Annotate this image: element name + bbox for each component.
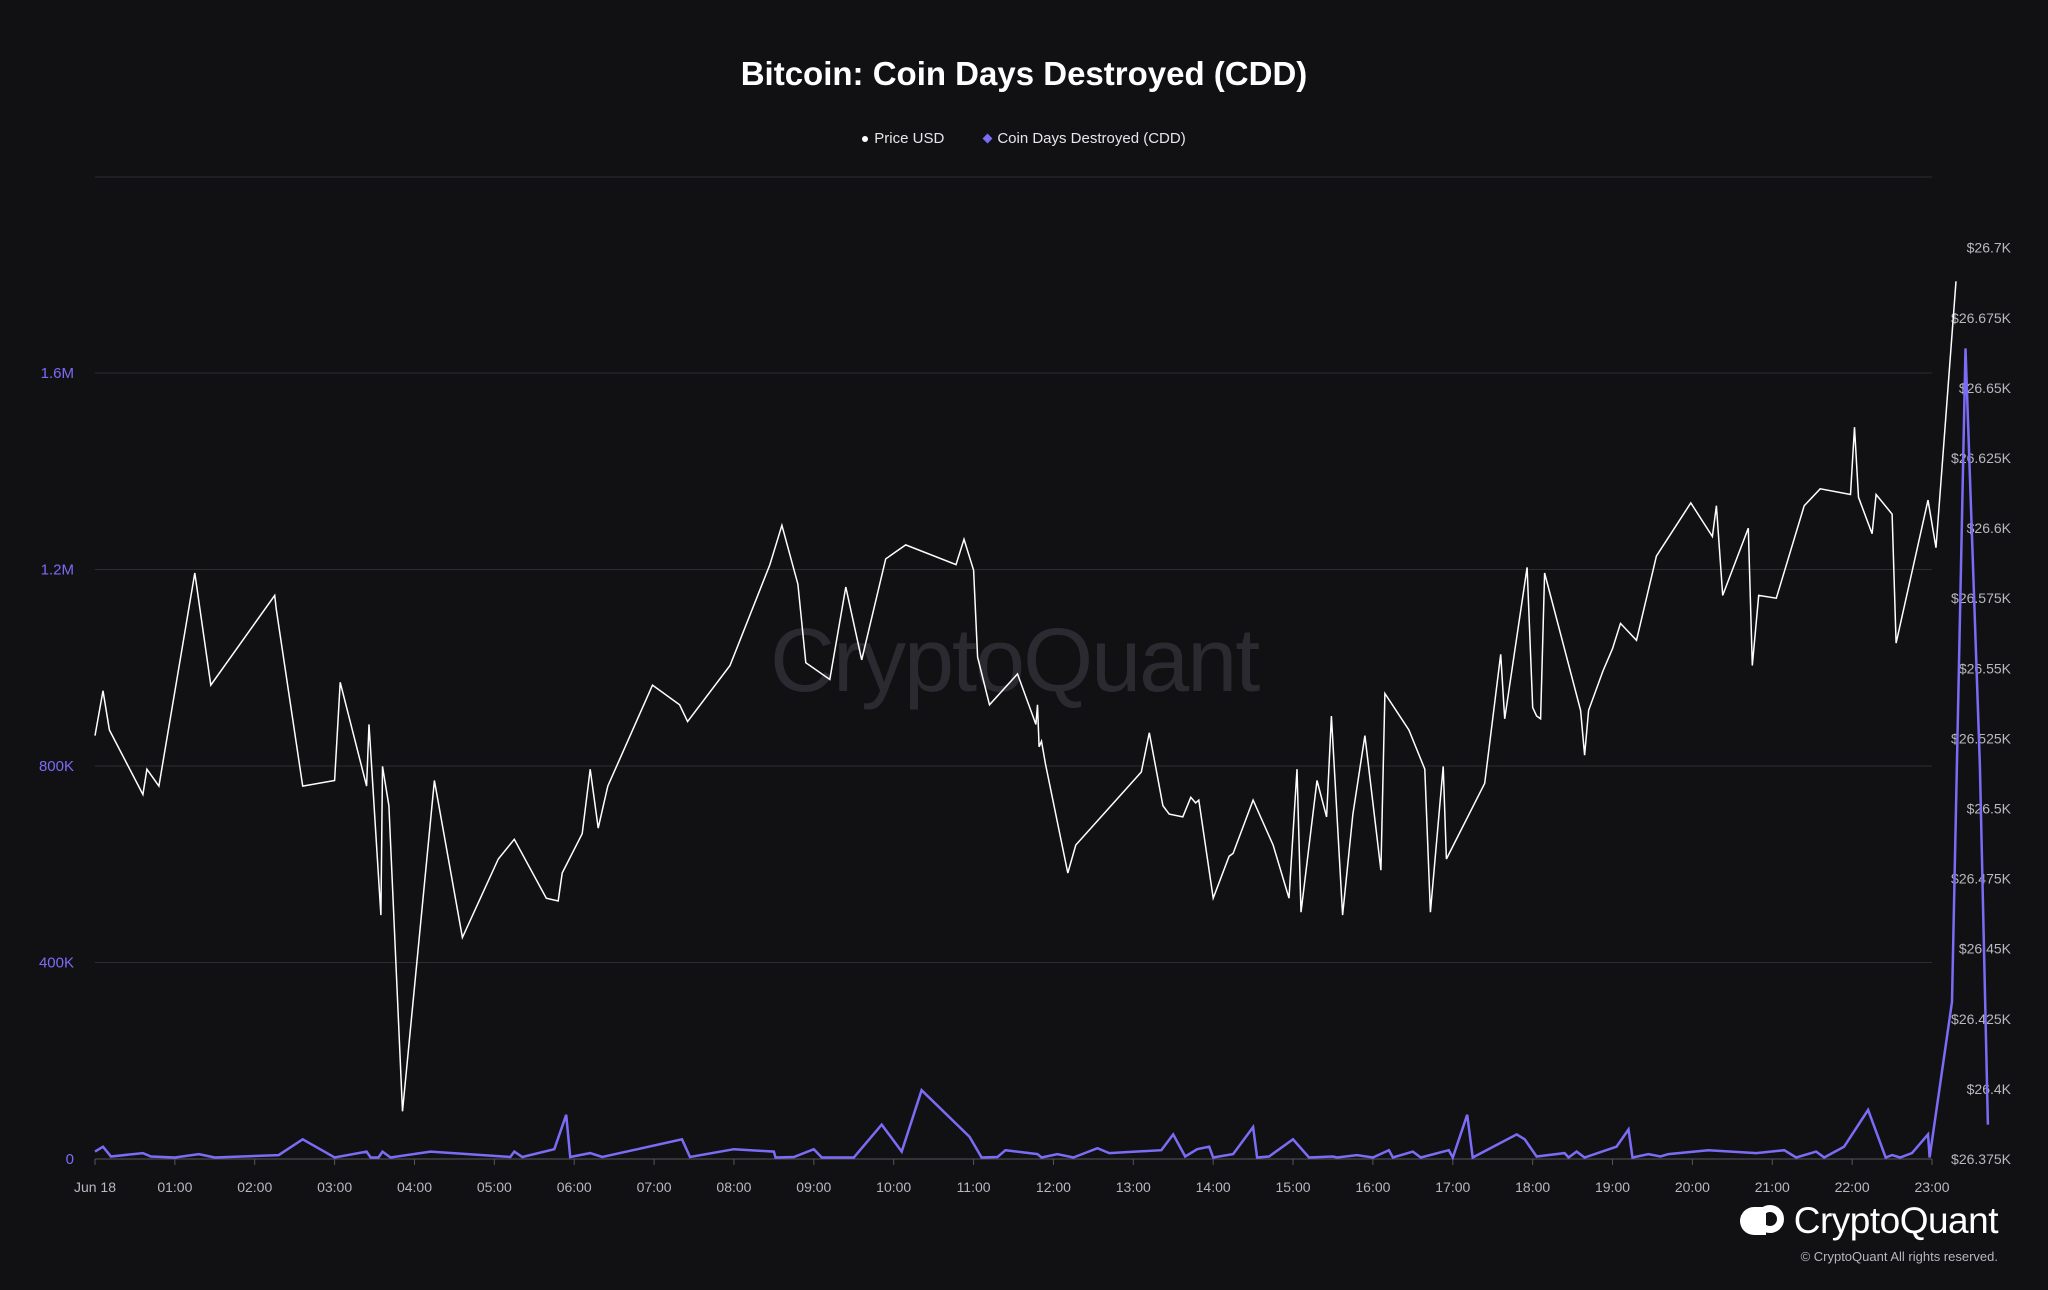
left-tick-label: 800K (39, 758, 74, 775)
x-tick-label: 05:00 (477, 1179, 512, 1195)
brand-name: CryptoQuant (1793, 1200, 1999, 1241)
x-tick-label: 17:00 (1435, 1179, 1470, 1195)
right-tick-label: $26.425K (1951, 1011, 2012, 1027)
grid-lines (95, 176, 1932, 1160)
x-tick-label: 04:00 (397, 1179, 432, 1195)
right-tick-label: $26.65K (1959, 380, 2012, 396)
right-tick-label: $26.55K (1959, 660, 2012, 676)
x-axis: Jun 18 01:00 02:00 03:00 04:00 05:00 06:00 07:0… (74, 1159, 1950, 1195)
right-axis: $26.375K$26.4K$26.425K$26.45K$26.475K$26… (1951, 240, 2012, 1167)
right-tick-label: $26.675K (1951, 310, 2012, 326)
right-tick-label: $26.45K (1959, 941, 2012, 957)
x-tick-label: 18:00 (1515, 1179, 1550, 1195)
legend: Price USD Coin Days Destroyed (CDD) (0, 130, 2048, 147)
right-tick-label: $26.6K (1967, 520, 2012, 536)
right-tick-label: $26.575K (1951, 590, 2012, 606)
chart-title: Bitcoin: Coin Days Destroyed (CDD) (740, 55, 1308, 92)
x-tick-label: 23:00 (1914, 1179, 1949, 1195)
x-tick-label: 14:00 (1196, 1179, 1231, 1195)
left-axis: 0 400K 800K 1.2M 1.6M (39, 365, 74, 1168)
left-tick-label: 0 (66, 1151, 74, 1168)
x-tick-label: 03:00 (317, 1179, 352, 1195)
x-tick-label: 20:00 (1675, 1179, 1710, 1195)
x-tick-label: 06:00 (557, 1179, 592, 1195)
x-tick-label: 15:00 (1276, 1179, 1311, 1195)
x-tick-label: Jun 18 (74, 1179, 116, 1195)
x-tick-label: 13:00 (1116, 1179, 1151, 1195)
x-tick-label: 09:00 (796, 1179, 831, 1195)
cdd-series-line (94, 348, 1990, 1161)
copyright: © CryptoQuant All rights reserved. (1800, 1249, 1998, 1264)
watermark: CryptoQuant (770, 611, 1260, 711)
left-tick-label: 1.2M (41, 562, 74, 579)
legend-label-cdd: Coin Days Destroyed (CDD) (997, 130, 1186, 147)
right-tick-label: $26.375K (1951, 1151, 2012, 1167)
right-tick-label: $26.7K (1967, 240, 2012, 256)
x-tick-label: 08:00 (716, 1179, 751, 1195)
left-tick-label: 400K (39, 955, 74, 972)
x-tick-label: 10:00 (876, 1179, 911, 1195)
legend-label-price: Price USD (874, 130, 945, 147)
right-tick-label: $26.525K (1951, 730, 2012, 746)
x-tick-label: 01:00 (157, 1179, 192, 1195)
x-tick-label: 12:00 (1036, 1179, 1071, 1195)
x-tick-label: 16:00 (1355, 1179, 1390, 1195)
right-tick-label: $26.625K (1951, 450, 2012, 466)
right-tick-label: $26.5K (1967, 801, 2012, 817)
x-tick-label: 22:00 (1835, 1179, 1870, 1195)
x-tick-label: 19:00 (1595, 1179, 1630, 1195)
legend-item-price[interactable]: Price USD (862, 130, 944, 147)
x-tick-label: 21:00 (1755, 1179, 1790, 1195)
price-marker-icon (862, 135, 869, 142)
right-tick-label: $26.4K (1967, 1081, 2012, 1097)
x-tick-label: 02:00 (237, 1179, 272, 1195)
left-tick-label: 1.6M (41, 365, 74, 382)
legend-item-cdd[interactable]: Coin Days Destroyed (CDD) (982, 130, 1186, 147)
price-series-line (94, 281, 1957, 1112)
brand: CryptoQuant (1739, 1200, 1999, 1242)
x-tick-label: 07:00 (637, 1179, 672, 1195)
x-tick-label: 11:00 (957, 1179, 991, 1195)
cryptoquant-logo-icon (1739, 1205, 1784, 1237)
